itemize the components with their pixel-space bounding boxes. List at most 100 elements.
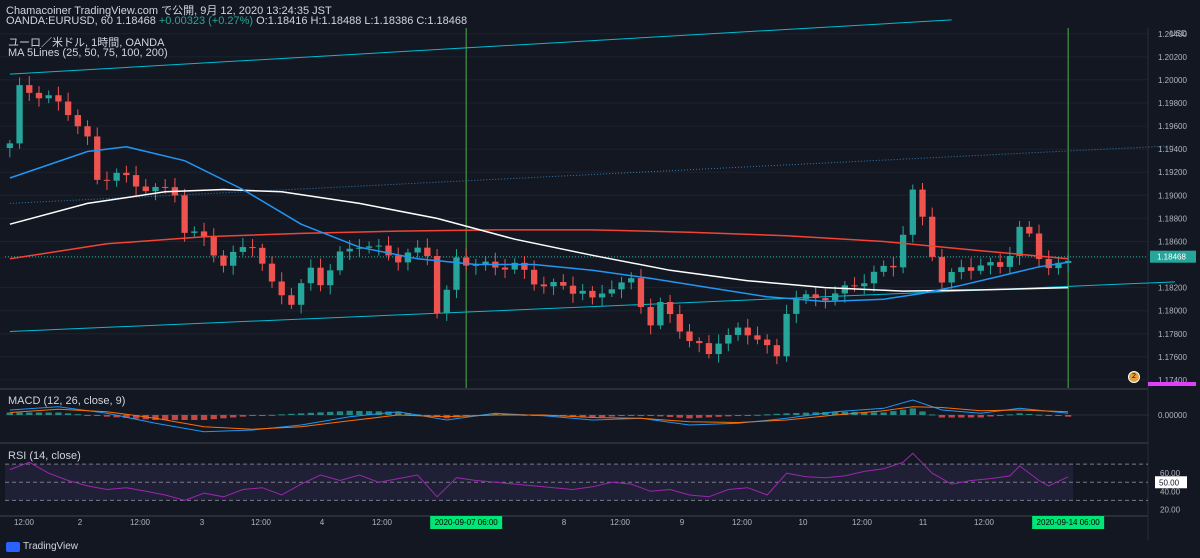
candle [880, 265, 887, 272]
macd-histogram-bar [812, 412, 819, 415]
candle [841, 285, 848, 294]
candle [123, 172, 130, 176]
candle [210, 237, 217, 256]
candle [725, 334, 732, 344]
macd-histogram-bar [16, 412, 23, 415]
macd-tick-label: 0.00000 [1158, 411, 1187, 420]
price-tick-label: 1.19000 [1158, 191, 1187, 200]
candle [443, 289, 450, 313]
candle [822, 298, 829, 301]
candle [395, 255, 402, 263]
time-tick-label: 2 [78, 518, 83, 527]
time-tick-label: 9 [680, 518, 685, 527]
candle [666, 302, 674, 315]
macd-histogram-bar [152, 415, 159, 420]
price-tick-label: 1.17800 [1158, 330, 1187, 339]
time-tick-label: 12:00 [852, 518, 873, 527]
candle [550, 282, 557, 287]
candle [317, 267, 324, 286]
candle [569, 285, 577, 294]
candle [1016, 226, 1023, 256]
session-label-bg [1032, 516, 1105, 529]
brand[interactable]: TradingView [6, 541, 78, 552]
last-price-badge [1150, 250, 1196, 263]
macd-histogram-bar [317, 412, 324, 415]
candle [909, 189, 916, 235]
candle [1006, 255, 1014, 267]
candle [385, 245, 392, 256]
macd-histogram-bar [375, 411, 382, 415]
macd-histogram-bar [890, 411, 897, 415]
macd-histogram-bar [64, 413, 72, 415]
candle [696, 341, 703, 344]
brand-label: TradingView [23, 541, 79, 552]
candle [764, 339, 771, 346]
candle [958, 267, 965, 273]
candle [919, 189, 926, 217]
price-pane [5, 19, 1175, 388]
candle [851, 285, 858, 287]
currency-label: USD [1170, 29, 1187, 38]
macd-histogram-bar [327, 411, 334, 415]
candle [812, 294, 819, 299]
candle [870, 271, 878, 284]
macd-histogram-bar [967, 415, 975, 418]
candle [560, 282, 567, 286]
time-tick-label: 12:00 [372, 518, 393, 527]
macd-histogram-bar [841, 411, 848, 415]
macd-pane [5, 399, 1148, 433]
macd-histogram-bar [783, 413, 790, 415]
candle [754, 335, 761, 340]
flag-icon[interactable]: 2 [1128, 371, 1140, 383]
time-tick-label: 12:00 [130, 518, 151, 527]
candle [501, 267, 509, 270]
candle [55, 95, 62, 102]
price-tick-label: 1.20400 [1158, 30, 1187, 39]
time-tick-label: 12:00 [974, 518, 995, 527]
macd-histogram-bar [113, 415, 120, 418]
time-tick-label: 12:00 [14, 518, 35, 527]
macd-histogram-bar [754, 414, 761, 416]
candle [802, 294, 810, 299]
macd-histogram-bar [793, 413, 800, 415]
candle [278, 281, 285, 296]
macd-histogram-bar [94, 415, 101, 416]
candle [637, 278, 645, 308]
macd-histogram-bar [84, 415, 91, 416]
candle [1045, 258, 1052, 269]
candle [997, 262, 1004, 267]
candle [1055, 262, 1062, 269]
signal-line [9, 406, 1069, 430]
rsi-tick-label: 20.00 [1160, 505, 1181, 514]
last-price: 1.18468 [116, 15, 156, 27]
macd-legend[interactable]: MACD (12, 26, close, 9) [8, 395, 126, 407]
candle [987, 262, 994, 266]
macd-histogram-bar [74, 414, 81, 416]
macd-histogram-bar [764, 414, 771, 416]
candle [327, 270, 334, 286]
rsi-pane [5, 452, 1148, 501]
macd-histogram-bar [1064, 415, 1072, 417]
rsi-legend[interactable]: RSI (14, close) [8, 450, 81, 462]
candle [424, 247, 431, 257]
ma-legend[interactable]: MA 5Lines (25, 50, 75, 100, 200) [8, 47, 168, 59]
time-tick-label: 12:00 [610, 518, 631, 527]
candle [132, 175, 140, 187]
macd-histogram-bar [220, 415, 227, 419]
candle [433, 256, 441, 313]
candle [84, 126, 91, 137]
price-change: +0.00323 (+0.27%) [158, 15, 254, 27]
macd-histogram-bar [929, 414, 936, 416]
price-axis: 1.17400 1.17600 1.17800 1.18000 1.18200 1.184… [1148, 29, 1196, 514]
time-tick-label: 12:00 [732, 518, 753, 527]
symbol-line: OANDA:EURUSD, 60 1.18468 +0.00323 (+0.27… [6, 15, 467, 27]
magenta-marker [1148, 382, 1196, 386]
macd-histogram-bar [171, 415, 179, 420]
macd-histogram-bar [696, 415, 703, 418]
candle [414, 247, 421, 253]
candle [45, 95, 52, 99]
candle [26, 85, 33, 93]
macd-histogram-bar [676, 415, 683, 418]
candle [1035, 233, 1043, 259]
